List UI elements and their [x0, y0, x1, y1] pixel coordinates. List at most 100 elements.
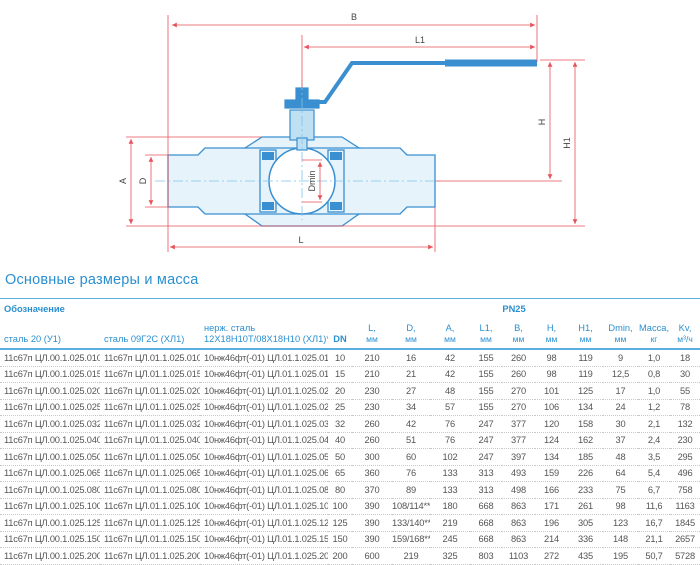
table-cell: 270: [502, 399, 535, 416]
table-cell: 2657: [670, 531, 700, 548]
table-cell: 51: [392, 432, 430, 449]
table-cell: 360: [352, 465, 392, 482]
table-cell: 11с67п ЦЛ.01.1.025.032: [100, 415, 200, 433]
table-cell: 11с67п ЦЛ.01.1.025.020: [100, 382, 200, 400]
table-cell: 119: [568, 349, 603, 367]
column-header-unit: кг: [650, 334, 658, 344]
table-cell: 10нж46фт(-01) ЦЛ.01.1.025.065: [200, 465, 328, 482]
table-cell: 261: [568, 498, 603, 515]
table-cell: 133: [430, 465, 470, 482]
table-cell: 245: [430, 531, 470, 548]
table-cell: 60: [392, 448, 430, 466]
table-cell: 0,8: [638, 366, 670, 383]
table-cell: 803: [470, 547, 502, 565]
table-cell: 30: [670, 366, 700, 383]
table-column-header-row: сталь 20 (У1) сталь 09Г2С (ХЛ1) нерж. стал…: [0, 315, 700, 350]
table-cell: 260: [502, 366, 535, 383]
table-cell: 133: [430, 481, 470, 499]
table-cell: 390: [352, 514, 392, 532]
column-header-label: DN: [333, 334, 347, 344]
column-header-label: D,: [406, 323, 416, 333]
table-cell: 377: [502, 415, 535, 433]
table-cell: 219: [430, 514, 470, 532]
table-cell: 64: [603, 465, 638, 482]
table-row: 11с67п ЦЛ.00.1.025.010 11с67п ЦЛ.01.1.025…: [0, 349, 700, 367]
table-cell: 32: [328, 415, 352, 433]
table-cell: 5728: [670, 547, 700, 565]
table-cell: 5,4: [638, 465, 670, 482]
table-cell: 132: [670, 415, 700, 433]
table-cell: 493: [502, 465, 535, 482]
table-cell: 260: [502, 349, 535, 367]
table-cell: 195: [603, 547, 638, 565]
table-cell: 10нж46фт(-01) ЦЛ.01.1.025.040: [200, 432, 328, 449]
table-cell: 65: [328, 465, 352, 482]
table-cell: 55: [670, 382, 700, 400]
dimensions-table: Обозначение PN25 сталь 20 (У1) сталь 09Г2…: [0, 298, 700, 565]
table-cell: 498: [502, 481, 535, 499]
table-cell: 397: [502, 448, 535, 466]
table-cell: 214: [535, 531, 568, 548]
column-header-label: L1,: [479, 323, 493, 333]
table-row: 11с67п ЦЛ.00.1.025.125 11с67п ЦЛ.01.1.025…: [0, 514, 700, 532]
column-header: Kv, м³/ч: [670, 315, 700, 350]
table-cell: 377: [502, 432, 535, 449]
column-header-label: H,: [546, 323, 557, 333]
table-cell: 21,1: [638, 531, 670, 548]
column-header: Масса, кг: [638, 315, 670, 350]
column-header: Dmin, мм: [603, 315, 638, 350]
table-cell: 10нж46фт(-01) ЦЛ.01.1.025.200: [200, 547, 328, 565]
table-cell: 48: [430, 382, 470, 400]
table-cell: 42: [430, 349, 470, 367]
table-cell: 42: [392, 415, 430, 433]
dim-label-b: B: [351, 12, 357, 22]
table-cell: 25: [328, 399, 352, 416]
table-cell: 98: [535, 366, 568, 383]
table-cell: 27: [392, 382, 430, 400]
dim-label-l1: L1: [415, 35, 425, 45]
table-cell: 10нж46фт(-01) ЦЛ.01.1.025.025: [200, 399, 328, 416]
table-cell: 16,7: [638, 514, 670, 532]
table-row: 11с67п ЦЛ.00.1.025.050 11с67п ЦЛ.01.1.025…: [0, 448, 700, 466]
column-header-unit: мм: [512, 334, 525, 344]
column-header-unit: мм: [444, 334, 456, 344]
table-cell: 300: [352, 448, 392, 466]
table-cell: 78: [670, 399, 700, 416]
table-cell: 3,5: [638, 448, 670, 466]
table-cell: 390: [352, 498, 392, 515]
table-cell: 390: [352, 531, 392, 548]
table-cell: 10нж46фт(-01) ЦЛ.01.1.025.010: [200, 349, 328, 367]
table-cell: 125: [568, 382, 603, 400]
table-cell: 336: [568, 531, 603, 548]
table-cell: 119: [568, 366, 603, 383]
column-header: H1, мм: [568, 315, 603, 350]
table-cell: 230: [670, 432, 700, 449]
table-cell: 11с67п ЦЛ.00.1.025.025: [0, 399, 100, 416]
column-header: DN: [328, 315, 352, 350]
table-cell: 11с67п ЦЛ.01.1.025.010: [100, 349, 200, 367]
column-header-label: нерж. сталь: [204, 323, 256, 333]
valve-seals: [262, 152, 342, 210]
table-cell: 10: [328, 349, 352, 367]
table-cell: 124: [535, 432, 568, 449]
table-cell: 196: [535, 514, 568, 532]
table-cell: 11с67п ЦЛ.00.1.025.100: [0, 498, 100, 515]
table-cell: 37: [603, 432, 638, 449]
table-cell: 133/140**: [392, 514, 430, 532]
table-row: 11с67п ЦЛ.00.1.025.080 11с67п ЦЛ.01.1.025…: [0, 481, 700, 499]
table-cell: 11с67п ЦЛ.01.1.025.065: [100, 465, 200, 482]
table-cell: 102: [430, 448, 470, 466]
column-header-unit: мм: [614, 334, 627, 344]
table-cell: 247: [470, 432, 502, 449]
column-header-label: Масса,: [638, 323, 670, 333]
table-cell: 158: [568, 415, 603, 433]
table-cell: 11с67п ЦЛ.00.1.025.020: [0, 382, 100, 400]
table-cell: 162: [568, 432, 603, 449]
table-cell: 34: [392, 399, 430, 416]
table-cell: 50: [328, 448, 352, 466]
table-cell: 272: [535, 547, 568, 565]
dim-label-h1: H1: [562, 137, 572, 149]
table-cell: 210: [352, 349, 392, 367]
table-cell: 11с67п ЦЛ.01.1.025.080: [100, 481, 200, 499]
table-cell: 1,0: [638, 349, 670, 367]
